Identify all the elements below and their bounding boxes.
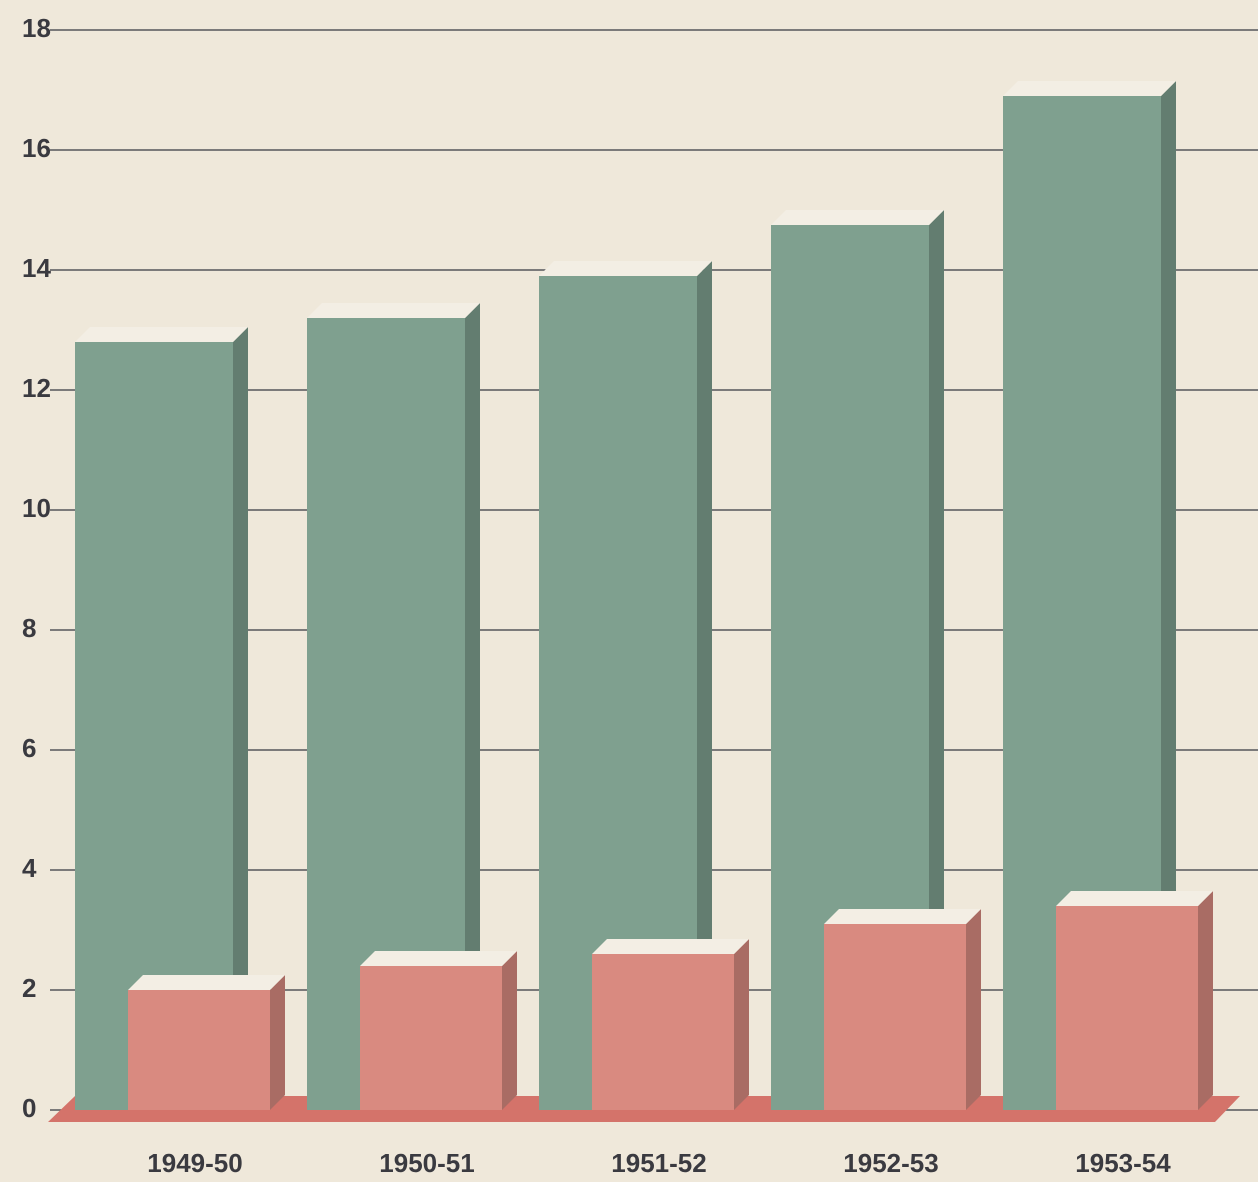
bar bbox=[1056, 906, 1198, 1110]
bar-side bbox=[502, 951, 517, 1110]
x-tick-label: 1951-52 bbox=[611, 1148, 706, 1178]
bar-side bbox=[465, 303, 480, 1110]
bar-side bbox=[734, 939, 749, 1110]
y-tick-label: 14 bbox=[22, 253, 51, 283]
bar bbox=[360, 966, 502, 1110]
bar-side bbox=[697, 261, 712, 1110]
y-tick-label: 12 bbox=[22, 373, 51, 403]
bar bbox=[592, 954, 734, 1110]
bar-top bbox=[75, 327, 248, 342]
bar-side bbox=[966, 909, 981, 1110]
y-tick-label: 0 bbox=[22, 1093, 36, 1123]
bar-top bbox=[539, 261, 712, 276]
bar-top bbox=[360, 951, 517, 966]
bar-top bbox=[771, 210, 944, 225]
bar-top bbox=[1056, 891, 1213, 906]
x-tick-label: 1949-50 bbox=[147, 1148, 242, 1178]
bar-side bbox=[1198, 891, 1213, 1110]
bar-top bbox=[307, 303, 480, 318]
bar-side bbox=[233, 327, 248, 1110]
bar bbox=[128, 990, 270, 1110]
x-tick-label: 1952-53 bbox=[843, 1148, 938, 1178]
y-tick-label: 2 bbox=[22, 973, 36, 1003]
bar-top bbox=[592, 939, 749, 954]
bar bbox=[824, 924, 966, 1110]
bar-side bbox=[1161, 81, 1176, 1110]
bar-side bbox=[270, 975, 285, 1110]
y-tick-label: 16 bbox=[22, 133, 51, 163]
y-tick-label: 8 bbox=[22, 613, 36, 643]
bar-top bbox=[1003, 81, 1176, 96]
y-tick-label: 4 bbox=[22, 853, 37, 883]
bar-side bbox=[929, 210, 944, 1110]
x-tick-label: 1953-54 bbox=[1075, 1148, 1171, 1178]
bar-top bbox=[824, 909, 981, 924]
bar-top bbox=[128, 975, 285, 990]
x-tick-label: 1950-51 bbox=[379, 1148, 474, 1178]
y-tick-label: 18 bbox=[22, 13, 51, 43]
y-tick-label: 6 bbox=[22, 733, 36, 763]
y-tick-label: 10 bbox=[22, 493, 51, 523]
